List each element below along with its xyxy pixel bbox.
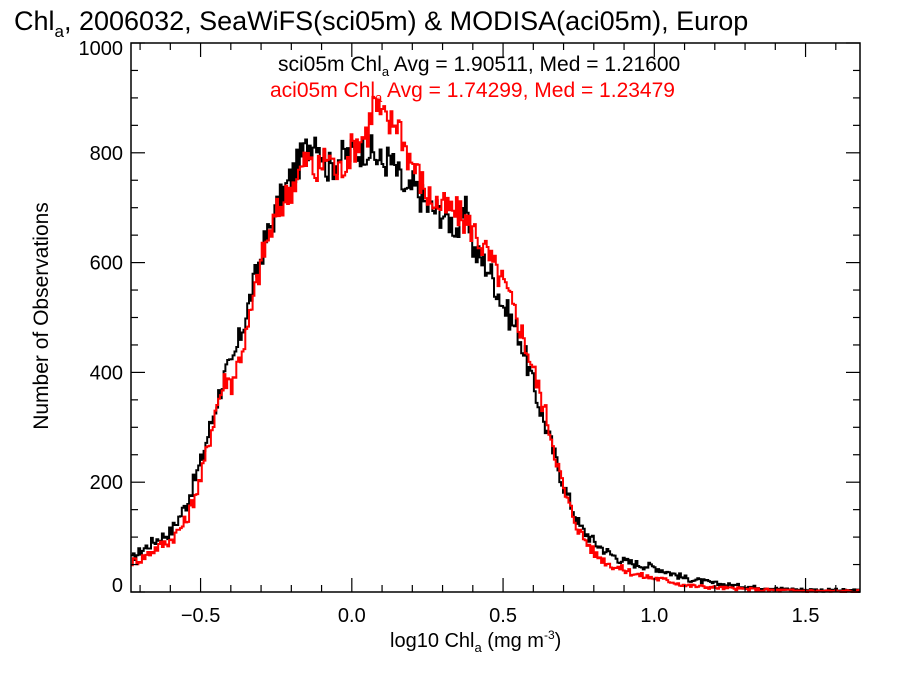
y-axis-label: Number of Observations xyxy=(30,202,53,430)
x-axis-label: log10 Chla (mg m-3) xyxy=(390,628,561,655)
x-tick-label: 1.0 xyxy=(640,605,668,627)
y-tick-label: 800 xyxy=(90,143,123,165)
series-line-2 xyxy=(131,95,860,593)
y-tick-label: 400 xyxy=(90,362,123,384)
chart-title: Chla, 2006032, SeaWiFS(sci05m) & MODISA(… xyxy=(14,6,748,41)
annotation-sci05m: sci05m Chla Avg = 1.90511, Med = 1.21600 xyxy=(278,53,680,79)
annotation-aci05m: aci05m Chla Avg = 1.74299, Med = 1.23479 xyxy=(270,79,675,105)
x-tick-label: 0.0 xyxy=(338,605,366,627)
y-tick-label: 200 xyxy=(90,472,123,494)
y-tick-label: 600 xyxy=(90,253,123,275)
x-tick-label: 0.5 xyxy=(489,605,517,627)
series-line-1 xyxy=(131,134,860,593)
plot-frame xyxy=(130,42,861,593)
x-tick-label: −0.5 xyxy=(181,605,220,627)
y-tick-label: 1000 xyxy=(79,38,124,60)
x-tick-label: 1.5 xyxy=(792,605,820,627)
y-tick-label: 0 xyxy=(112,575,123,597)
